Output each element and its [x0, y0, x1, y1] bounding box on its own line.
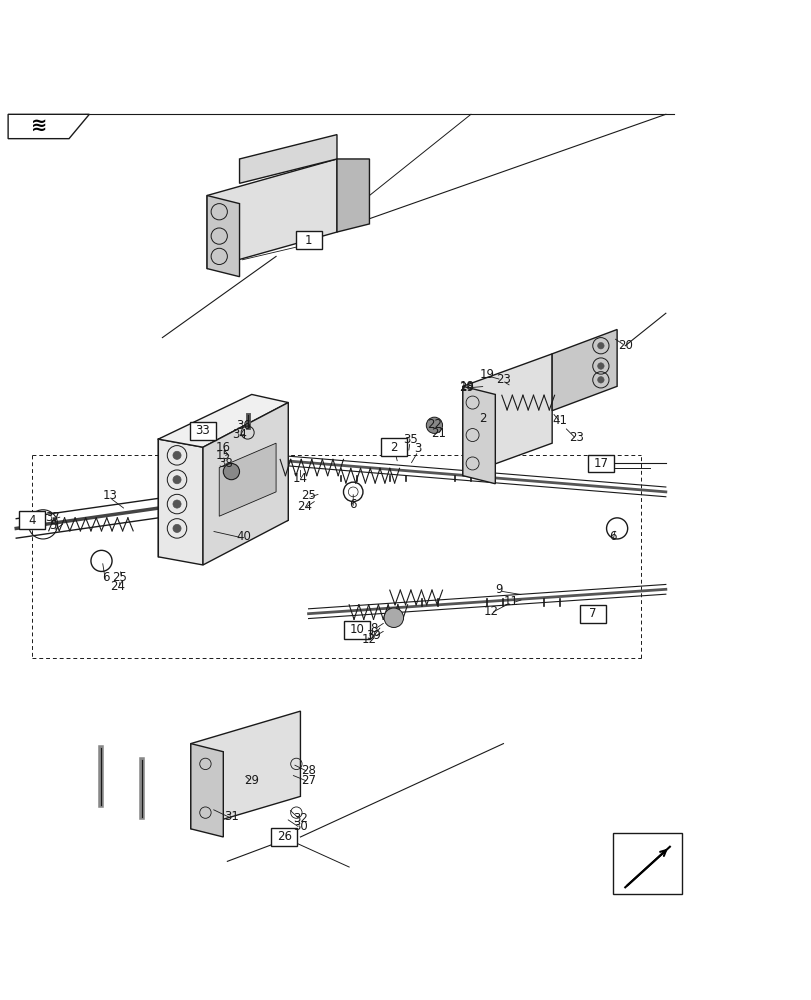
- Text: 24: 24: [297, 500, 311, 513]
- Text: 38: 38: [218, 457, 233, 470]
- Circle shape: [173, 500, 181, 508]
- Text: 34: 34: [232, 428, 247, 441]
- Text: 17: 17: [593, 457, 607, 470]
- Text: 21: 21: [431, 427, 445, 440]
- Bar: [612, 833, 681, 894]
- Polygon shape: [551, 329, 616, 411]
- Text: 8: 8: [369, 622, 377, 635]
- Bar: [579, 605, 605, 623]
- Text: 25: 25: [301, 489, 315, 502]
- Text: 6: 6: [101, 571, 109, 584]
- Polygon shape: [158, 439, 203, 565]
- Text: 32: 32: [293, 812, 307, 825]
- Text: 33: 33: [195, 424, 210, 437]
- Polygon shape: [207, 196, 239, 277]
- Polygon shape: [462, 386, 495, 484]
- Polygon shape: [158, 394, 288, 447]
- Bar: [380, 438, 406, 456]
- Circle shape: [223, 463, 239, 480]
- Text: 22: 22: [427, 418, 441, 431]
- Text: 14: 14: [293, 472, 307, 485]
- Polygon shape: [191, 711, 300, 829]
- Text: 5: 5: [49, 519, 57, 532]
- Text: 25: 25: [112, 571, 127, 584]
- Text: 39: 39: [366, 629, 380, 642]
- Text: 30: 30: [293, 820, 307, 833]
- Text: 10: 10: [350, 623, 364, 636]
- Circle shape: [597, 377, 603, 383]
- Circle shape: [173, 476, 181, 484]
- Text: 26: 26: [277, 830, 291, 843]
- Circle shape: [426, 417, 442, 433]
- Text: ≋: ≋: [31, 116, 47, 135]
- Circle shape: [173, 524, 181, 532]
- Bar: [295, 231, 321, 249]
- Polygon shape: [8, 114, 89, 139]
- Bar: [271, 828, 297, 846]
- Text: 41: 41: [552, 414, 567, 427]
- Text: 11: 11: [504, 595, 518, 608]
- Text: 24: 24: [110, 580, 125, 593]
- Polygon shape: [239, 135, 337, 183]
- Text: 6: 6: [608, 530, 616, 543]
- Bar: [587, 455, 613, 472]
- Text: 3: 3: [414, 442, 422, 455]
- Text: 23: 23: [496, 373, 510, 386]
- Text: 36: 36: [236, 419, 251, 432]
- Text: 13: 13: [102, 489, 117, 502]
- Text: 4: 4: [28, 514, 36, 527]
- Text: 1: 1: [304, 234, 312, 247]
- Text: 28: 28: [301, 764, 315, 777]
- Polygon shape: [337, 159, 369, 232]
- Bar: [19, 511, 45, 529]
- Polygon shape: [207, 159, 337, 269]
- Bar: [344, 621, 370, 639]
- Text: 35: 35: [402, 433, 417, 446]
- Text: 18: 18: [459, 380, 474, 393]
- Text: 23: 23: [569, 431, 583, 444]
- Text: 6: 6: [349, 498, 357, 511]
- Text: 15: 15: [216, 449, 230, 462]
- Text: 27: 27: [301, 774, 315, 787]
- Polygon shape: [203, 403, 288, 565]
- Circle shape: [597, 363, 603, 369]
- Text: 2: 2: [389, 441, 397, 454]
- Text: 12: 12: [362, 633, 376, 646]
- Text: 40: 40: [236, 530, 251, 543]
- Text: 31: 31: [224, 810, 238, 823]
- Bar: [190, 422, 216, 440]
- Text: 9: 9: [495, 583, 503, 596]
- Polygon shape: [219, 443, 276, 516]
- Text: 16: 16: [216, 441, 230, 454]
- Text: 2: 2: [478, 412, 487, 425]
- Circle shape: [173, 451, 181, 459]
- Text: 29: 29: [244, 774, 259, 787]
- Text: 20: 20: [617, 339, 632, 352]
- Text: 29: 29: [459, 381, 474, 394]
- Circle shape: [384, 608, 403, 627]
- Polygon shape: [462, 354, 551, 476]
- Text: 19: 19: [479, 368, 494, 381]
- Circle shape: [597, 342, 603, 349]
- Polygon shape: [191, 744, 223, 837]
- Text: 7: 7: [588, 607, 596, 620]
- Text: 37: 37: [45, 511, 60, 524]
- Text: 12: 12: [483, 605, 498, 618]
